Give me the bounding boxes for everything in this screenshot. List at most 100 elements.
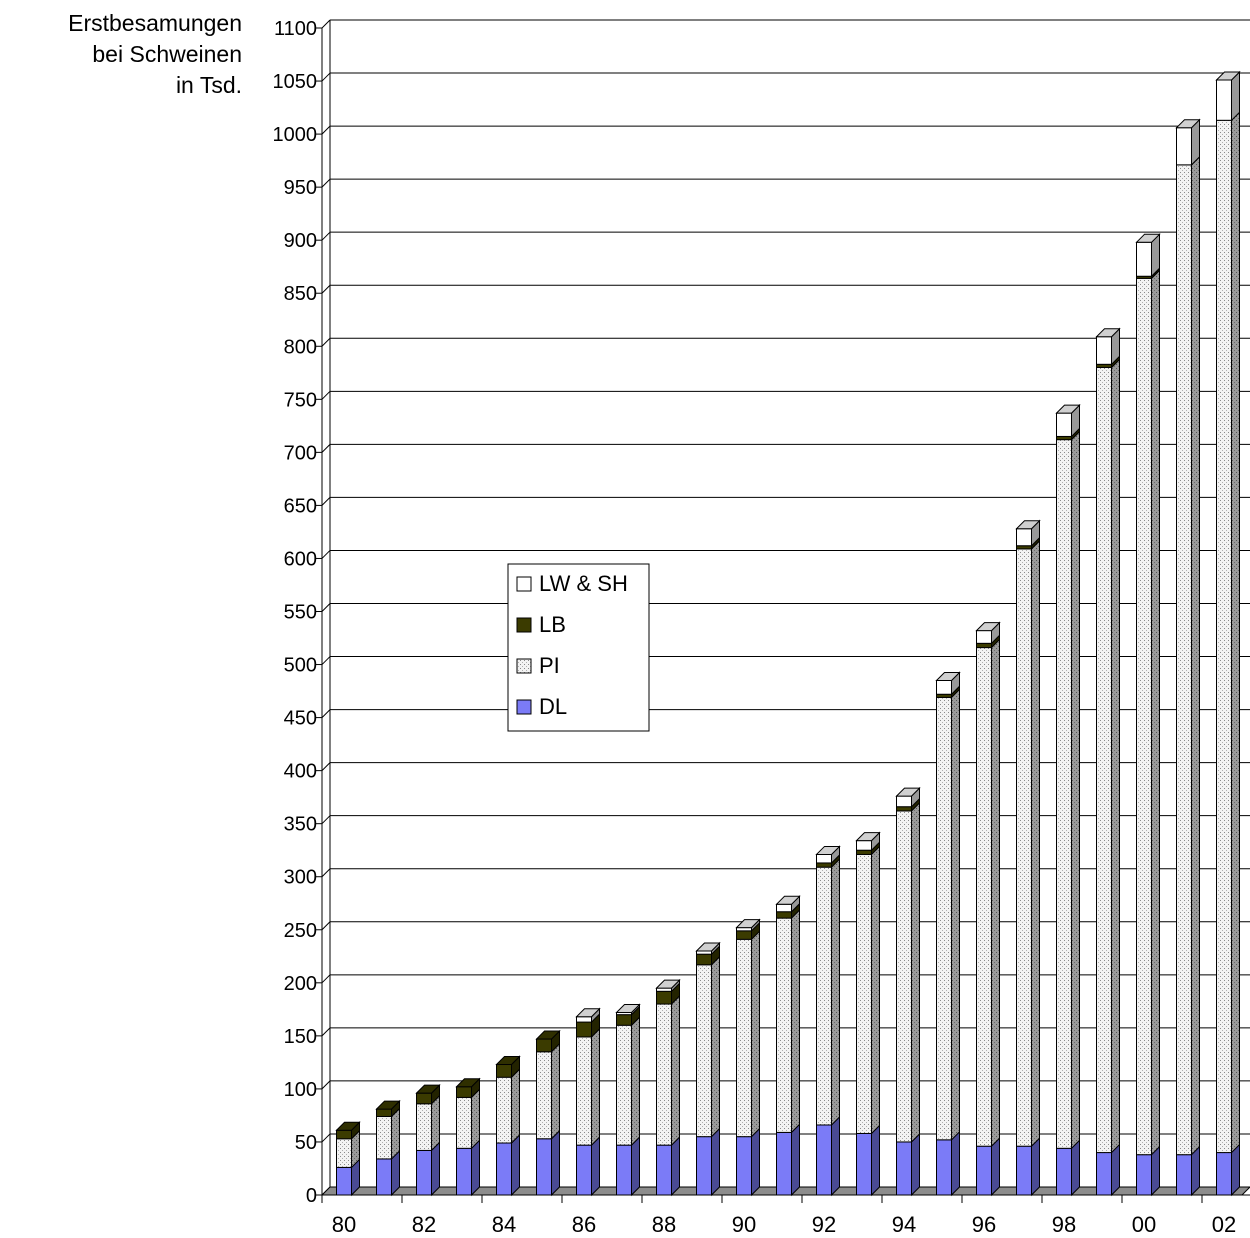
bar <box>536 1138 552 1196</box>
bar-side <box>511 1133 520 1197</box>
bar-side <box>831 1115 840 1197</box>
bar-top <box>655 979 681 989</box>
y-tick-label: 50 <box>295 1132 317 1154</box>
gridline-depth <box>321 815 331 825</box>
bar <box>576 1016 592 1023</box>
gridline-depth <box>321 125 331 135</box>
bar-stack <box>375 1099 401 1197</box>
bar <box>576 1021 592 1038</box>
bar-stack <box>455 1077 481 1197</box>
bar-stack <box>1015 519 1041 1197</box>
x-tick-label: 94 <box>892 1212 916 1237</box>
bar-segment <box>1136 269 1160 1156</box>
bar-segment <box>1096 327 1120 366</box>
bar-side <box>431 1094 440 1152</box>
bar-side <box>951 1130 960 1197</box>
bar-segment <box>576 1135 600 1197</box>
bar-segment <box>456 1139 480 1197</box>
bar <box>896 810 912 1143</box>
bar-stack <box>695 941 721 1197</box>
y-tick-label: 0 <box>306 1185 317 1207</box>
bar <box>816 853 832 864</box>
bar-stack <box>495 1055 521 1197</box>
bar <box>736 930 752 940</box>
legend-label: LW & SH <box>539 571 628 596</box>
bar <box>376 1158 392 1196</box>
bar-segment <box>896 801 920 1144</box>
bar-side <box>831 857 840 1127</box>
bar <box>1136 277 1152 1156</box>
bar <box>616 1024 632 1146</box>
y-axis-title-line-3: in Tsd. <box>175 72 242 98</box>
bar <box>776 911 792 919</box>
bar-side <box>871 845 880 1135</box>
bar <box>616 1014 632 1026</box>
bar <box>416 1092 432 1105</box>
bar <box>896 795 912 808</box>
gridline-depth <box>321 921 331 931</box>
bar-side <box>711 1127 720 1197</box>
bar-top <box>1135 233 1161 243</box>
bar <box>736 1136 752 1196</box>
y-tick-label: 1000 <box>273 124 318 146</box>
bar-segment <box>536 1042 560 1140</box>
bar-side <box>871 1124 880 1197</box>
bar-segment <box>416 1083 440 1105</box>
legend-label: LB <box>539 612 566 637</box>
gridline-depth <box>321 390 331 400</box>
bar-segment <box>1216 1143 1240 1197</box>
gridline-depth <box>321 974 331 984</box>
bar-top <box>415 1084 441 1094</box>
bar-side <box>551 1129 560 1197</box>
bar-stack <box>1215 70 1241 1197</box>
bar <box>1096 336 1112 365</box>
bar <box>416 1149 432 1196</box>
x-tick-label: 00 <box>1132 1212 1156 1237</box>
bar-side <box>1031 1136 1040 1197</box>
bar-segment <box>1216 111 1240 1154</box>
bar <box>936 679 952 695</box>
legend-swatch <box>516 658 532 674</box>
legend-swatch <box>516 576 532 592</box>
bar-side <box>791 908 800 1134</box>
bar <box>336 1129 352 1140</box>
bar-stack <box>575 1007 601 1197</box>
bar <box>1016 1145 1032 1196</box>
legend: LW & SH LB PI DL <box>507 563 650 732</box>
y-tick-label: 900 <box>284 230 317 252</box>
bar-segment <box>696 1127 720 1197</box>
bar-segment <box>936 1130 960 1197</box>
bar-segment <box>536 1129 560 1197</box>
bar <box>696 953 712 966</box>
bar-top <box>975 622 1001 632</box>
bar-side <box>1111 358 1120 1154</box>
y-tick-label: 450 <box>284 708 317 730</box>
bar-stack <box>1095 327 1121 1197</box>
gridline-depth <box>321 178 331 188</box>
bar-segment <box>736 930 760 1138</box>
y-tick-label: 300 <box>284 867 317 889</box>
bar-side <box>1191 155 1200 1156</box>
bar-top <box>615 1004 641 1014</box>
bar <box>336 1166 352 1196</box>
bar-segment <box>736 1127 760 1197</box>
bar <box>376 1108 392 1117</box>
bar <box>416 1103 432 1151</box>
bar-side <box>631 1016 640 1147</box>
bar-top <box>375 1100 401 1110</box>
y-tick-label: 100 <box>284 1079 317 1101</box>
bar <box>456 1086 472 1098</box>
x-tick-label: 90 <box>732 1212 756 1237</box>
bar <box>656 1144 672 1196</box>
y-tick-label: 1100 <box>274 18 317 40</box>
bar-side <box>591 1027 600 1147</box>
bar-segment <box>776 908 800 1134</box>
bar-segment <box>856 1124 880 1197</box>
y-tick-label: 700 <box>284 442 317 464</box>
bar-segment <box>1016 539 1040 1148</box>
bar-top <box>575 1008 601 1018</box>
bar-top <box>1175 119 1201 129</box>
bar <box>856 840 872 851</box>
legend-swatch <box>516 617 532 633</box>
